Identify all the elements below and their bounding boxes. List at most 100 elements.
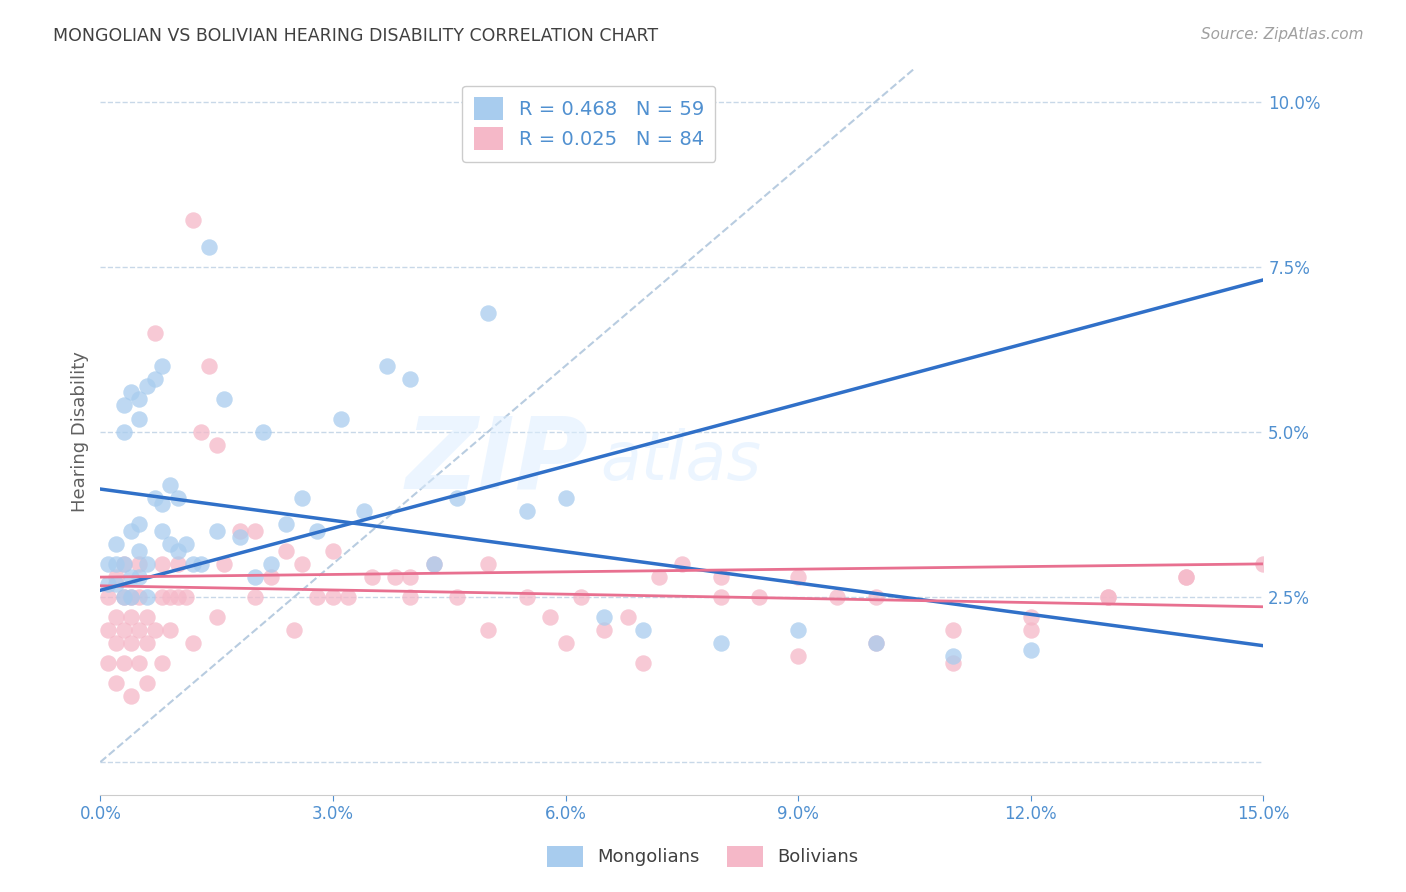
- Point: [174, 590, 197, 604]
- Point: [1019, 609, 1042, 624]
- Point: [167, 557, 190, 571]
- Point: [307, 590, 329, 604]
- Point: [128, 656, 150, 670]
- Point: [631, 656, 654, 670]
- Point: [554, 636, 576, 650]
- Point: [112, 398, 135, 412]
- Point: [631, 623, 654, 637]
- Point: [245, 524, 267, 538]
- Point: [150, 656, 173, 670]
- Point: [593, 623, 616, 637]
- Legend: R = 0.468   N = 59, R = 0.025   N = 84: R = 0.468 N = 59, R = 0.025 N = 84: [463, 86, 716, 161]
- Point: [1174, 570, 1197, 584]
- Point: [322, 543, 344, 558]
- Point: [167, 590, 190, 604]
- Point: [825, 590, 848, 604]
- Point: [112, 623, 135, 637]
- Point: [190, 557, 212, 571]
- Point: [205, 524, 228, 538]
- Point: [593, 609, 616, 624]
- Point: [748, 590, 770, 604]
- Point: [1019, 642, 1042, 657]
- Point: [128, 590, 150, 604]
- Point: [942, 656, 965, 670]
- Point: [399, 570, 422, 584]
- Point: [422, 557, 444, 571]
- Point: [307, 524, 329, 538]
- Point: [128, 570, 150, 584]
- Point: [710, 636, 733, 650]
- Point: [1253, 557, 1275, 571]
- Point: [128, 411, 150, 425]
- Point: [143, 326, 166, 340]
- Point: [120, 590, 142, 604]
- Point: [942, 649, 965, 664]
- Point: [159, 590, 181, 604]
- Point: [260, 557, 283, 571]
- Point: [399, 372, 422, 386]
- Point: [214, 392, 236, 406]
- Text: ZIP: ZIP: [406, 412, 589, 509]
- Point: [477, 557, 499, 571]
- Point: [159, 537, 181, 551]
- Point: [322, 590, 344, 604]
- Point: [183, 636, 205, 650]
- Point: [135, 609, 157, 624]
- Point: [120, 636, 142, 650]
- Point: [183, 213, 205, 227]
- Point: [375, 359, 398, 373]
- Point: [167, 543, 190, 558]
- Point: [942, 623, 965, 637]
- Y-axis label: Hearing Disability: Hearing Disability: [72, 351, 89, 512]
- Point: [120, 570, 142, 584]
- Point: [128, 557, 150, 571]
- Point: [150, 498, 173, 512]
- Point: [384, 570, 406, 584]
- Point: [229, 531, 252, 545]
- Point: [477, 306, 499, 320]
- Point: [97, 656, 120, 670]
- Point: [554, 491, 576, 505]
- Point: [159, 477, 181, 491]
- Point: [865, 636, 887, 650]
- Point: [787, 570, 810, 584]
- Point: [1019, 623, 1042, 637]
- Point: [710, 590, 733, 604]
- Point: [1097, 590, 1119, 604]
- Point: [569, 590, 592, 604]
- Point: [135, 590, 157, 604]
- Point: [446, 491, 468, 505]
- Point: [143, 623, 166, 637]
- Point: [104, 570, 127, 584]
- Point: [260, 570, 283, 584]
- Point: [112, 557, 135, 571]
- Text: MONGOLIAN VS BOLIVIAN HEARING DISABILITY CORRELATION CHART: MONGOLIAN VS BOLIVIAN HEARING DISABILITY…: [53, 27, 658, 45]
- Text: Source: ZipAtlas.com: Source: ZipAtlas.com: [1201, 27, 1364, 42]
- Point: [477, 623, 499, 637]
- Point: [329, 411, 352, 425]
- Point: [198, 359, 221, 373]
- Point: [283, 623, 305, 637]
- Point: [120, 590, 142, 604]
- Point: [1097, 590, 1119, 604]
- Point: [205, 609, 228, 624]
- Point: [183, 557, 205, 571]
- Point: [135, 675, 157, 690]
- Point: [167, 491, 190, 505]
- Point: [143, 491, 166, 505]
- Point: [516, 590, 538, 604]
- Point: [538, 609, 561, 624]
- Point: [112, 590, 135, 604]
- Point: [97, 623, 120, 637]
- Point: [135, 636, 157, 650]
- Point: [104, 537, 127, 551]
- Point: [150, 557, 173, 571]
- Point: [128, 517, 150, 532]
- Point: [252, 425, 274, 439]
- Point: [229, 524, 252, 538]
- Point: [616, 609, 638, 624]
- Point: [135, 557, 157, 571]
- Point: [276, 517, 298, 532]
- Point: [190, 425, 212, 439]
- Point: [128, 543, 150, 558]
